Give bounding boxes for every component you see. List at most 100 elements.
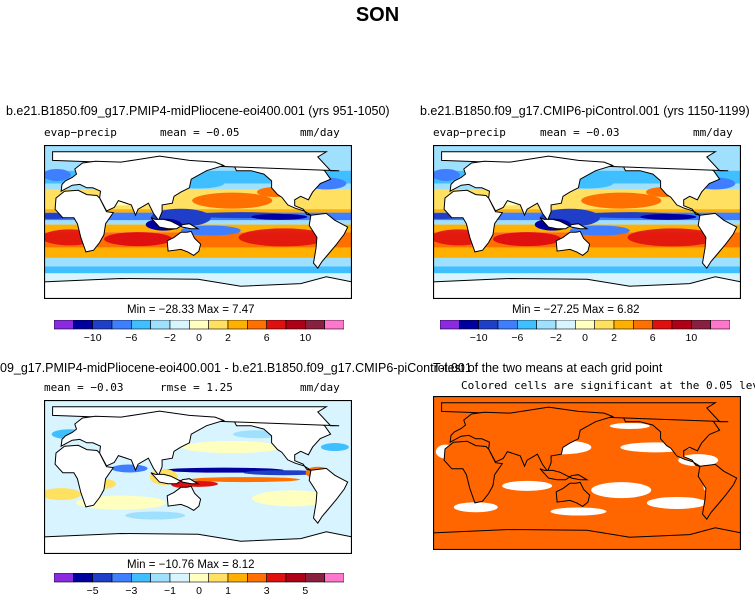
colorbar-swatch: [613, 320, 634, 330]
field-blob: [320, 443, 349, 452]
colorbar-tick-label: 0: [196, 332, 202, 344]
colorbar-swatch: [111, 320, 132, 330]
colorbar-swatch: [633, 320, 653, 330]
colorbar-swatch: [594, 320, 615, 330]
field-band: [44, 257, 352, 267]
panel1-map: [44, 145, 352, 299]
colorbar-swatch: [691, 320, 711, 330]
land-namerica: [233, 414, 332, 471]
colorbar-swatch: [305, 320, 325, 330]
colorbar-swatch: [54, 320, 74, 330]
land-africa: [443, 189, 504, 253]
land-indonesia: [539, 217, 589, 230]
field-blob: [192, 192, 273, 209]
land-namerica: [622, 410, 721, 467]
colorbar-swatch: [150, 573, 171, 583]
colorbar-swatch: [324, 573, 344, 583]
field-blob: [646, 496, 707, 509]
land-namerica: [233, 159, 332, 216]
field-blob: [550, 507, 607, 516]
colorbar-tick-label: −1: [164, 585, 176, 597]
panel1-units: mm/day: [300, 126, 340, 139]
field-blob: [640, 213, 697, 220]
panel4-subtitle: Colored cells are significant at the 0.0…: [461, 379, 755, 392]
field-blob: [252, 490, 333, 507]
colorbar-swatch: [208, 320, 229, 330]
colorbar-swatch: [285, 320, 306, 330]
colorbar-tick-label: 0: [582, 332, 588, 344]
field-band: [433, 257, 741, 267]
colorbar-swatch: [208, 573, 229, 583]
colorbar-swatch: [131, 573, 151, 583]
map-frame: [433, 396, 741, 550]
land-australia: [555, 481, 591, 508]
colorbar-tick-label: −3: [125, 585, 137, 597]
field-blob: [581, 192, 662, 209]
panel1-colorbar: −10 −6 −2 0 2 6 10: [54, 320, 344, 344]
colorbar-tick-label: 6: [264, 332, 270, 344]
land-indonesia: [539, 468, 589, 481]
colorbar-tick-label: 0: [196, 585, 202, 597]
panel3-rmse: rmse = 1.25: [160, 381, 233, 394]
panel2-stats: Min = −27.25 Max = 6.82: [512, 304, 640, 316]
panel2-colorbar: −10 −6 −2 0 2 6 10: [440, 320, 730, 344]
panel2-variable: evap−precip: [433, 126, 506, 139]
panel3-units: mm/day: [300, 381, 340, 394]
colorbar-swatch: [497, 320, 518, 330]
colorbar-tick-label: 1: [225, 585, 231, 597]
field-blob: [251, 213, 308, 220]
panel3-title: 09_g17.PMIP4-midPliocene-eoi400.001 - b.…: [0, 361, 472, 375]
colorbar-swatch: [111, 573, 132, 583]
field-blob: [243, 470, 324, 476]
field-blob: [125, 511, 186, 520]
field-blob: [453, 502, 498, 513]
colorbar-tick-label: 10: [685, 332, 697, 344]
field-blob: [104, 232, 173, 247]
colorbar-tick-label: −10: [470, 332, 488, 344]
colorbar-swatch: [131, 320, 151, 330]
colorbar-tick-label: −6: [511, 332, 523, 344]
panel4-map: [433, 396, 741, 550]
colorbar-tick-label: −10: [84, 332, 102, 344]
colorbar-swatch: [459, 320, 479, 330]
colorbar-tick-label: 10: [299, 332, 311, 344]
colorbar-swatch: [575, 320, 595, 330]
land-samerica: [308, 212, 349, 270]
panel1-mean: mean = −0.05: [160, 126, 240, 139]
field-blob: [493, 232, 562, 247]
colorbar-tick-label: 3: [264, 585, 270, 597]
colorbar-swatch: [536, 320, 557, 330]
colorbar-swatch: [324, 320, 344, 330]
field-blob: [44, 168, 71, 181]
colorbar-swatch: [189, 320, 209, 330]
colorbar-swatch: [92, 320, 113, 330]
colorbar-swatch: [227, 320, 248, 330]
field-blob: [44, 488, 82, 501]
land-samerica: [308, 467, 349, 525]
field-blob: [433, 168, 460, 181]
colorbar-swatch: [555, 320, 576, 330]
panel2-title: b.e21.B1850.f09_g17.CMIP6-piControl.001 …: [420, 104, 750, 118]
field-blob: [238, 228, 329, 247]
field-band: [44, 247, 352, 258]
colorbar-swatch: [247, 573, 267, 583]
field-blob: [591, 482, 652, 499]
field-blob: [190, 477, 301, 483]
field-blob: [502, 480, 553, 491]
land-australia: [555, 230, 591, 257]
colorbar-tick-label: −2: [550, 332, 562, 344]
panel3-stats: Min = −10.76 Max = 8.12: [127, 559, 255, 571]
field-blob: [609, 422, 650, 429]
colorbar-swatch: [73, 320, 93, 330]
land-namerica: [622, 159, 721, 216]
map-frame: [433, 145, 741, 299]
panel2-mean: mean = −0.03: [540, 126, 620, 139]
figure-title: SON: [355, 4, 400, 26]
colorbar-swatch: [440, 320, 460, 330]
colorbar-swatch: [169, 573, 190, 583]
land-africa: [443, 440, 504, 504]
colorbar-swatch: [266, 320, 287, 330]
colorbar-swatch: [169, 320, 190, 330]
colorbar-swatch: [285, 573, 306, 583]
panel1-variable: evap−precip: [44, 126, 117, 139]
